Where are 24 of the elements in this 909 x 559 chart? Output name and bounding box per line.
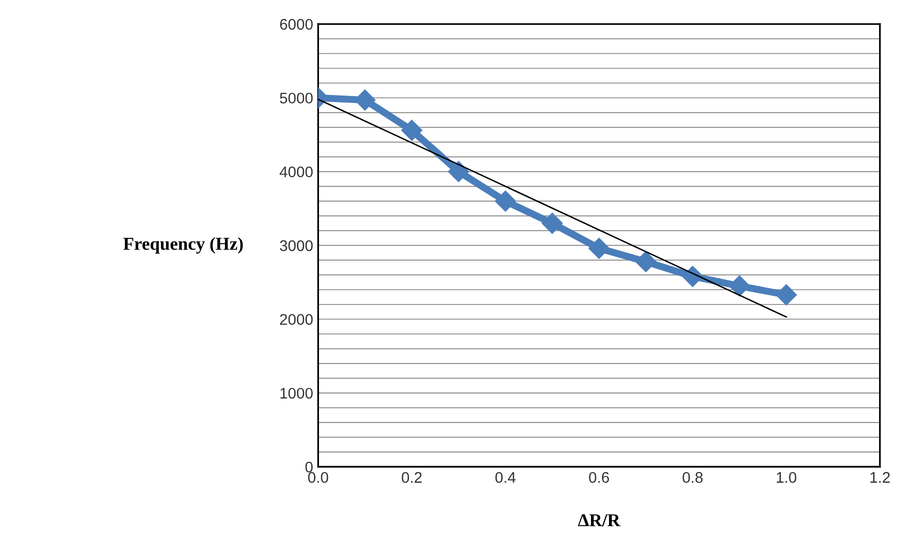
x-axis-title: ΔR/R	[578, 514, 620, 526]
y-tick-label: 6000	[280, 18, 313, 30]
y-tick-label: 2000	[280, 314, 313, 325]
y-tick-label: 3000	[280, 240, 313, 252]
x-tick-label: 1.0	[776, 472, 796, 483]
x-tick-label: 0.6	[589, 472, 609, 483]
point	[542, 212, 563, 234]
point	[494, 190, 516, 212]
y-tick-label: 0	[305, 462, 313, 472]
y-tick-label: 1000	[280, 388, 313, 399]
point	[776, 284, 797, 306]
point	[635, 251, 656, 272]
point	[401, 120, 422, 141]
x-tick-label: 0.8	[682, 472, 703, 483]
y-tick-label: 4000	[280, 166, 313, 178]
y-tick-label: 5000	[280, 92, 313, 104]
point	[588, 238, 610, 259]
y-axis-title: Frequency (Hz)	[123, 237, 243, 254]
x-tick-label: 0.4	[495, 472, 516, 483]
point	[448, 161, 470, 182]
x-tick-label: 0.2	[402, 472, 422, 483]
point	[728, 275, 750, 296]
x-tick-label: 0.0	[308, 472, 328, 483]
x-tick-label: 1.2	[870, 472, 890, 483]
